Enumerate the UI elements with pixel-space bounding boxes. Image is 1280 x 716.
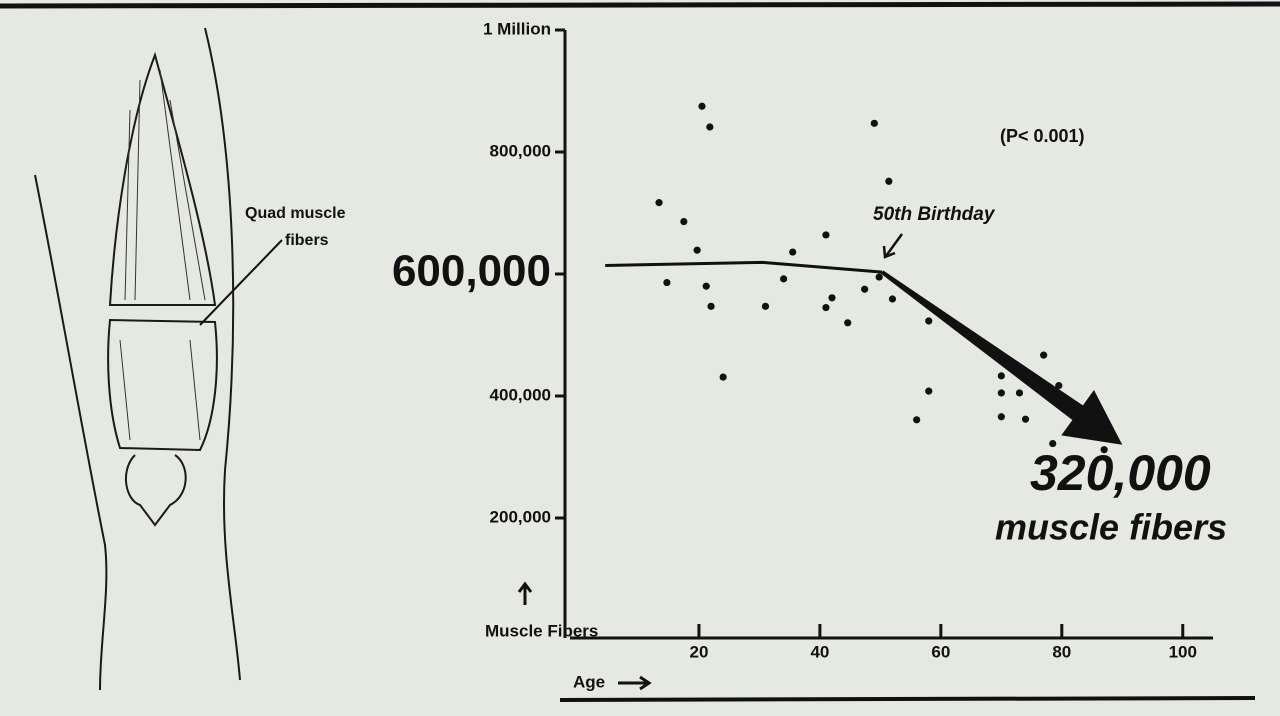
x-tick-label: 80 bbox=[1052, 642, 1071, 661]
data-point bbox=[655, 199, 663, 207]
data-point bbox=[822, 303, 830, 312]
data-point bbox=[1055, 382, 1063, 390]
data-point bbox=[913, 416, 921, 424]
y-tick-label: 1 Million bbox=[483, 19, 551, 38]
y-tick-label: 200,000 bbox=[490, 507, 551, 526]
birthday-pointer bbox=[882, 233, 904, 259]
trend-arrow bbox=[881, 270, 1123, 445]
y-tick-label: 400,000 bbox=[490, 385, 551, 404]
data-point bbox=[1049, 439, 1057, 448]
x-tick-label: 40 bbox=[810, 642, 829, 661]
data-point bbox=[997, 372, 1005, 380]
figure-label: fibers bbox=[285, 232, 329, 249]
data-point bbox=[997, 413, 1005, 421]
y-axis-arrow bbox=[517, 581, 533, 605]
x-axis-label: Age bbox=[573, 672, 605, 691]
y-tick-label: 600,000 bbox=[392, 247, 551, 296]
data-point bbox=[997, 389, 1005, 397]
data-point bbox=[925, 387, 933, 395]
data-point bbox=[861, 285, 869, 293]
data-point bbox=[844, 319, 852, 327]
birthday-note: 50th Birthday bbox=[873, 204, 996, 225]
end-value: 320,000 bbox=[1030, 445, 1211, 501]
data-point bbox=[1040, 351, 1048, 359]
data-point bbox=[693, 246, 701, 254]
data-point bbox=[885, 177, 893, 185]
data-point bbox=[1021, 415, 1030, 423]
trend-line bbox=[605, 260, 883, 274]
data-point bbox=[925, 317, 933, 325]
data-point bbox=[719, 373, 727, 381]
data-point bbox=[680, 217, 688, 226]
data-point bbox=[1100, 446, 1108, 454]
data-point bbox=[707, 302, 715, 310]
data-point bbox=[698, 102, 706, 110]
figure-label: Quad muscle bbox=[245, 205, 346, 222]
data-point bbox=[828, 294, 836, 302]
x-tick-label: 20 bbox=[689, 642, 708, 661]
data-point bbox=[663, 278, 671, 287]
data-point bbox=[870, 119, 878, 127]
data-point bbox=[875, 273, 883, 281]
top-border bbox=[0, 1, 1280, 9]
end-unit: muscle fibers bbox=[995, 507, 1227, 548]
x-tick-label: 100 bbox=[1169, 642, 1197, 661]
data-point bbox=[888, 295, 897, 303]
data-point bbox=[789, 248, 797, 256]
data-point bbox=[761, 302, 770, 310]
data-point bbox=[1015, 389, 1024, 397]
y-axis-label: Muscle Fibers bbox=[485, 621, 598, 640]
p-value: (P< 0.001) bbox=[1000, 126, 1085, 146]
data-point bbox=[780, 275, 788, 283]
x-tick-label: 60 bbox=[931, 642, 950, 661]
bottom-border bbox=[559, 696, 1256, 702]
data-point bbox=[822, 231, 830, 239]
data-point bbox=[702, 282, 710, 290]
y-tick-label: 800,000 bbox=[490, 141, 551, 160]
data-point bbox=[706, 123, 714, 131]
knee-sketch: Quad muscle fibers bbox=[34, 27, 346, 691]
x-axis-arrow bbox=[618, 675, 652, 691]
